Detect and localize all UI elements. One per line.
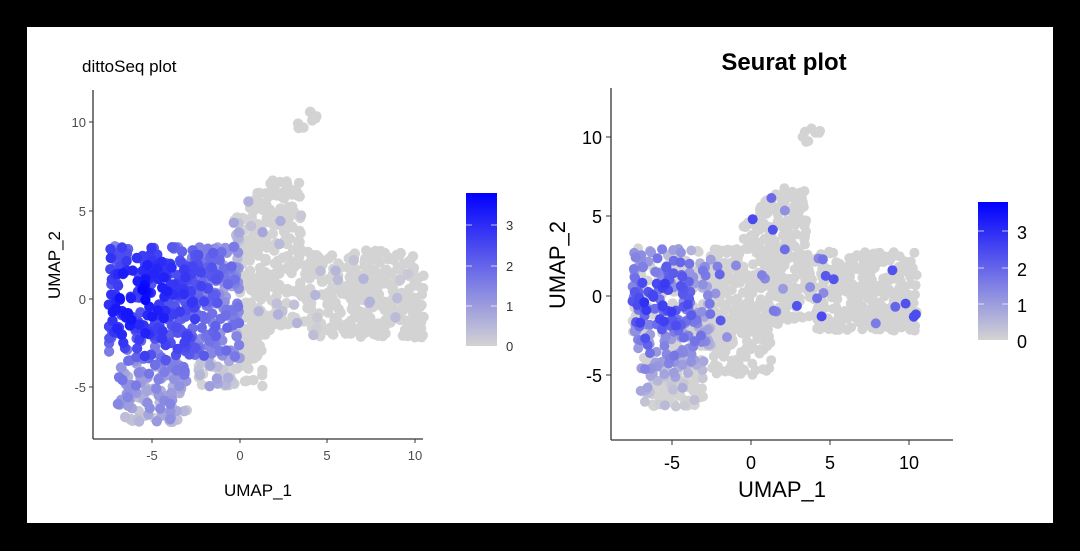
y-ticks: 10 5 0 -5 — [582, 128, 611, 386]
scatter-points — [103, 106, 429, 428]
legend-tick-label: 0 — [506, 339, 513, 354]
x-tick-label: 0 — [746, 453, 756, 473]
legend-tick-label: 3 — [506, 218, 513, 233]
legend-tick-label: 1 — [1017, 296, 1027, 316]
y-tick-label: 5 — [79, 204, 86, 219]
y-tick-label: 0 — [592, 287, 602, 307]
colorbar-legend: 3 2 1 0 — [978, 202, 1027, 352]
x-tick-label: 5 — [825, 453, 835, 473]
figure-svg: dittoSeq plot 10 5 0 -5 -5 0 5 10 UMAP_1… — [45, 49, 1027, 502]
x-tick-label: 10 — [408, 448, 422, 463]
legend-tick-label: 3 — [1017, 223, 1027, 243]
y-tick-label: 0 — [79, 292, 86, 307]
legend-tick-label: 1 — [506, 299, 513, 314]
y-tick-label: 10 — [582, 128, 602, 148]
plot-title: Seurat plot — [721, 49, 846, 76]
y-ticks: 10 5 0 -5 — [72, 115, 93, 395]
plot-title: dittoSeq plot — [82, 57, 177, 76]
x-tick-label: 5 — [323, 448, 330, 463]
y-axis-label: UMAP_2 — [545, 221, 570, 309]
colorbar — [466, 193, 497, 346]
x-axis-label: UMAP_1 — [738, 477, 826, 502]
colorbar-legend: 3 2 1 0 — [466, 193, 513, 354]
x-axis-label: UMAP_1 — [224, 481, 292, 500]
legend-tick-label: 2 — [1017, 260, 1027, 280]
legend-tick-label: 2 — [506, 259, 513, 274]
y-axis-label: UMAP_2 — [45, 231, 64, 299]
x-tick-label: -5 — [146, 448, 158, 463]
seurat-plot: Seurat plot 10 5 0 -5 -5 0 5 10 UMAP_1 U… — [545, 49, 1027, 502]
y-tick-label: 10 — [72, 115, 86, 130]
scatter-points — [627, 123, 922, 412]
y-tick-label: 5 — [592, 207, 602, 227]
x-ticks: -5 0 5 10 — [664, 440, 919, 473]
colorbar — [978, 202, 1008, 340]
x-ticks: -5 0 5 10 — [146, 439, 422, 463]
y-tick-label: -5 — [74, 380, 86, 395]
x-tick-label: 10 — [899, 453, 919, 473]
x-tick-label: -5 — [664, 453, 680, 473]
legend-tick-label: 0 — [1017, 332, 1027, 352]
figure-panel: dittoSeq plot 10 5 0 -5 -5 0 5 10 UMAP_1… — [27, 27, 1053, 523]
dittoseq-plot: dittoSeq plot 10 5 0 -5 -5 0 5 10 UMAP_1… — [45, 57, 513, 500]
x-tick-label: 0 — [236, 448, 243, 463]
y-tick-label: -5 — [586, 366, 602, 386]
